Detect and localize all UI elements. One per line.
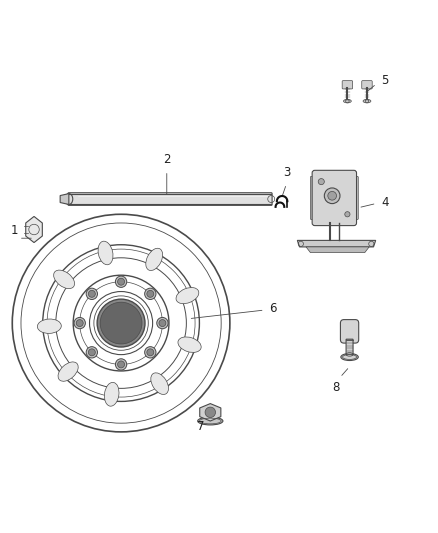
Circle shape <box>97 299 145 347</box>
FancyBboxPatch shape <box>340 320 359 343</box>
Ellipse shape <box>151 373 169 394</box>
Ellipse shape <box>53 270 74 288</box>
Circle shape <box>147 349 154 356</box>
Text: 2: 2 <box>163 154 170 166</box>
Text: 3: 3 <box>283 166 290 180</box>
Ellipse shape <box>146 248 162 271</box>
Circle shape <box>324 188 340 204</box>
FancyBboxPatch shape <box>346 339 353 355</box>
Text: 8: 8 <box>332 381 339 393</box>
Polygon shape <box>297 240 376 247</box>
Ellipse shape <box>176 287 199 304</box>
Ellipse shape <box>198 417 223 425</box>
FancyBboxPatch shape <box>362 80 372 89</box>
Text: 4: 4 <box>381 196 389 208</box>
Circle shape <box>116 359 127 370</box>
Ellipse shape <box>343 354 357 359</box>
FancyBboxPatch shape <box>353 176 358 220</box>
Text: 7: 7 <box>197 419 205 433</box>
Ellipse shape <box>37 319 61 334</box>
Ellipse shape <box>65 193 73 205</box>
FancyBboxPatch shape <box>342 80 353 89</box>
Polygon shape <box>60 193 69 205</box>
Ellipse shape <box>104 382 119 406</box>
Polygon shape <box>306 247 369 253</box>
Circle shape <box>117 278 124 285</box>
Text: 6: 6 <box>269 302 276 315</box>
Polygon shape <box>26 216 42 243</box>
Circle shape <box>117 361 124 368</box>
FancyBboxPatch shape <box>68 193 272 205</box>
Ellipse shape <box>98 241 113 265</box>
FancyBboxPatch shape <box>311 176 317 220</box>
Circle shape <box>345 212 350 217</box>
Circle shape <box>100 302 142 344</box>
Circle shape <box>318 179 324 184</box>
Ellipse shape <box>58 362 78 381</box>
Ellipse shape <box>341 353 358 360</box>
Ellipse shape <box>363 99 371 103</box>
Ellipse shape <box>178 337 201 352</box>
Text: 5: 5 <box>381 74 388 87</box>
Polygon shape <box>200 403 221 421</box>
Circle shape <box>157 318 168 329</box>
Circle shape <box>88 290 95 297</box>
Circle shape <box>145 346 156 358</box>
Circle shape <box>86 346 98 358</box>
Text: 1: 1 <box>11 224 18 237</box>
Circle shape <box>74 318 85 329</box>
Circle shape <box>159 320 166 327</box>
Circle shape <box>76 320 83 327</box>
Circle shape <box>88 349 95 356</box>
FancyBboxPatch shape <box>312 171 357 225</box>
Ellipse shape <box>343 99 351 103</box>
Circle shape <box>328 191 336 200</box>
Circle shape <box>205 407 215 417</box>
Circle shape <box>86 288 98 300</box>
Circle shape <box>147 290 154 297</box>
Circle shape <box>145 288 156 300</box>
Circle shape <box>116 276 127 287</box>
